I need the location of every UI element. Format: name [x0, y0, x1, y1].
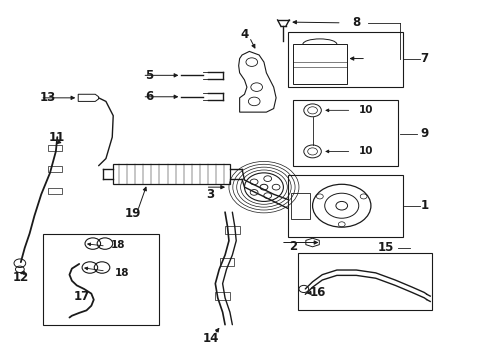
Text: 9: 9	[419, 127, 427, 140]
Bar	[219, 258, 234, 266]
Bar	[297, 253, 431, 310]
Bar	[225, 226, 240, 234]
Text: 3: 3	[206, 188, 214, 201]
Text: 5: 5	[145, 69, 154, 82]
Text: 18: 18	[115, 268, 129, 278]
Text: 16: 16	[308, 286, 325, 299]
Text: 2: 2	[288, 240, 297, 253]
Text: 8: 8	[351, 16, 360, 29]
Bar	[287, 32, 402, 87]
Text: 1: 1	[420, 199, 427, 212]
Text: 4: 4	[240, 28, 248, 41]
Text: 14: 14	[202, 333, 218, 346]
Bar	[292, 100, 397, 166]
Text: 10: 10	[358, 147, 372, 157]
Text: 11: 11	[49, 131, 65, 144]
Text: 17: 17	[73, 289, 90, 303]
Bar	[113, 164, 229, 184]
Text: 10: 10	[358, 105, 372, 115]
Bar	[47, 166, 62, 172]
Bar	[47, 145, 62, 151]
Text: 15: 15	[377, 241, 393, 255]
Text: 19: 19	[124, 207, 141, 220]
Bar	[287, 175, 402, 237]
Text: 18: 18	[111, 240, 125, 250]
Bar	[42, 234, 159, 325]
Bar	[215, 292, 229, 300]
Text: 7: 7	[420, 52, 427, 65]
Text: 6: 6	[145, 90, 154, 103]
Bar	[47, 188, 62, 194]
Text: 12: 12	[13, 271, 29, 284]
Bar	[290, 193, 309, 219]
Bar	[292, 44, 346, 84]
Text: 13: 13	[40, 91, 56, 104]
